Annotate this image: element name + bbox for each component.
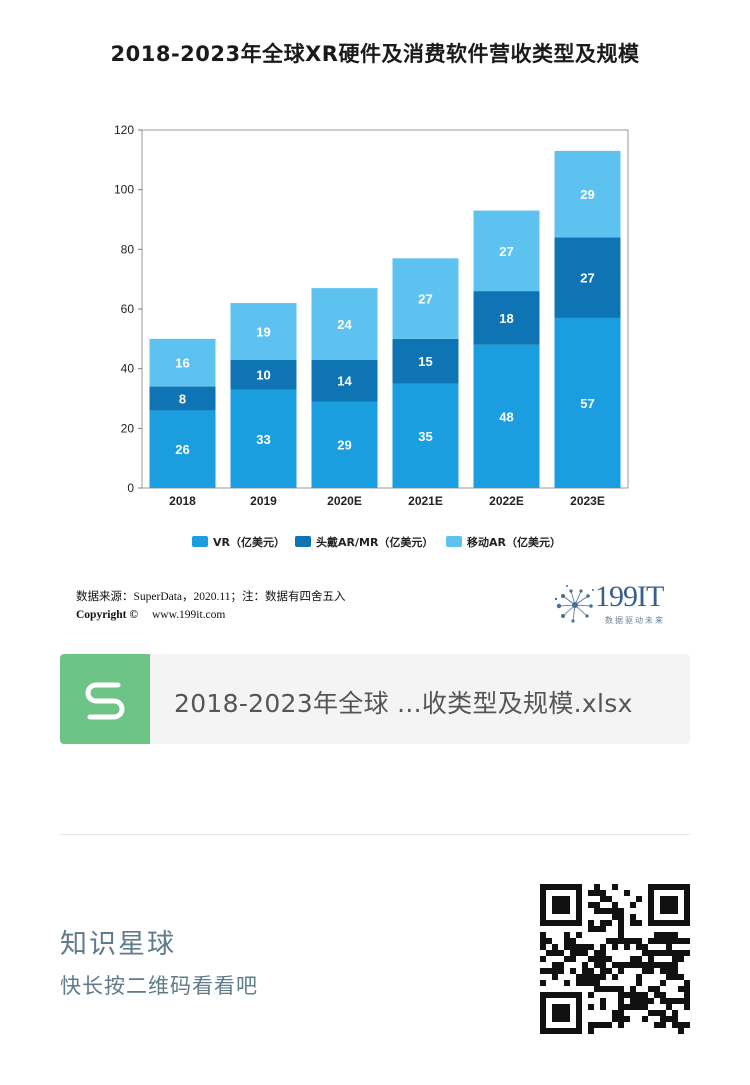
divider: [60, 834, 690, 835]
data-label: 14: [337, 374, 352, 389]
bar-segment: [149, 410, 216, 488]
footer-title: 知识星球: [60, 929, 176, 960]
bar-segment: [392, 383, 459, 488]
copyright-line: Copyright © www.199it.com: [76, 609, 225, 621]
attachment-card[interactable]: 2018-2023年全球 ...收类型及规模.xlsx: [60, 654, 690, 744]
x-tick-label: 2023E: [570, 494, 605, 508]
data-label: 27: [580, 271, 594, 286]
data-label: 57: [580, 396, 594, 411]
bar-segment: [149, 386, 216, 411]
logo-subtitle: 数据驱动未来: [605, 616, 665, 625]
bar-segment: [554, 150, 621, 238]
y-tick-label: 20: [121, 421, 135, 435]
data-label: 8: [179, 392, 186, 407]
data-label: 27: [499, 244, 513, 259]
x-tick-label: 2021E: [408, 494, 443, 508]
logo-text: 199IT: [595, 580, 664, 613]
bar-segment: [554, 317, 621, 488]
x-tick-label: 2018: [169, 494, 196, 508]
bar-segment: [392, 258, 459, 339]
data-label: 24: [337, 317, 352, 332]
data-label: 16: [175, 356, 189, 371]
x-tick-label: 2020E: [327, 494, 362, 508]
data-label: 15: [418, 354, 432, 369]
data-label: 26: [175, 442, 189, 457]
bar-segment: [473, 291, 540, 345]
legend-swatch: [295, 536, 311, 547]
bar-segment: [473, 344, 540, 488]
legend-swatch: [446, 536, 462, 547]
data-label: 18: [499, 311, 513, 326]
y-tick-label: 120: [114, 123, 134, 137]
website-link[interactable]: www.199it.com: [151, 609, 226, 621]
data-label: 29: [580, 187, 594, 202]
chart-title: 2018-2023年全球XR硬件及消费软件营收类型及规模: [110, 42, 640, 66]
y-tick-label: 80: [121, 242, 135, 256]
copyright-label: Copyright ©: [76, 609, 138, 621]
bar-segment: [311, 401, 378, 488]
legend-label: 头戴AR/MR（亿美元）: [316, 535, 433, 549]
legend-label: 移动AR（亿美元）: [467, 535, 561, 549]
bar-segment: [473, 210, 540, 292]
data-label: 29: [337, 438, 351, 453]
x-tick-label: 2022E: [489, 494, 524, 508]
legend-swatch: [192, 536, 208, 547]
data-label: 35: [418, 429, 432, 444]
attachment-file-name[interactable]: 2018-2023年全球 ...收类型及规模.xlsx: [174, 689, 633, 718]
data-label: 19: [256, 324, 270, 339]
bar-segment: [230, 389, 297, 488]
data-label: 33: [256, 432, 270, 447]
footer-subtitle: 快长按二维码看看吧: [60, 974, 258, 998]
dandelion-icon: [554, 585, 594, 623]
y-tick-label: 0: [127, 481, 134, 495]
y-tick-label: 60: [121, 302, 135, 316]
data-label: 27: [418, 292, 432, 307]
bar-segment: [230, 359, 297, 390]
data-label: 48: [499, 409, 513, 424]
y-tick-label: 100: [114, 183, 134, 197]
spreadsheet-s-icon: [60, 654, 150, 744]
bar-segment: [311, 359, 378, 402]
data-label: 10: [256, 368, 270, 383]
source-note: 数据来源：SuperData，2020.11；注：数据有四舍五入: [76, 591, 346, 603]
bar-segment: [230, 303, 297, 360]
brand-logo: 199IT 数据驱动未来: [553, 580, 683, 630]
qr-code-icon[interactable]: [540, 884, 690, 1034]
bar-segment: [311, 288, 378, 360]
legend-label: VR（亿美元）: [213, 535, 285, 549]
x-tick-label: 2019: [250, 494, 277, 508]
bar-segment: [149, 338, 216, 387]
stacked-bar-chart: 26 8 16 33 10 19 29 14 24 35 15 27 48 18 27 57 27 29 0 20 4…: [114, 123, 629, 549]
y-tick-label: 40: [121, 362, 135, 376]
bar-segment: [392, 338, 459, 384]
bar-segment: [554, 237, 621, 318]
